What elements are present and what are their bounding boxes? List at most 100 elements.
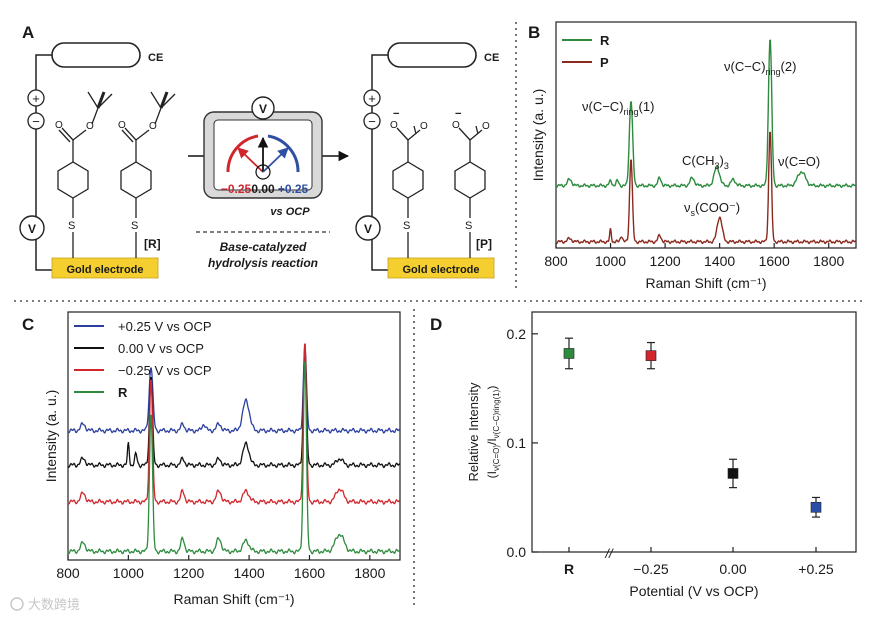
watermark-text: 大数跨境 (28, 597, 80, 612)
panel-c-xtick-label-1000: 1000 (113, 565, 144, 581)
panel-b-plot-frame (555, 21, 857, 249)
annot-ring2: ν(C−C)ring(2) (724, 59, 796, 77)
plus-sign-right: + (368, 91, 376, 106)
panel-b-xtick-label-1000: 1000 (595, 253, 626, 269)
panel-b: B 800 1000 1200 1400 1600 1800 Raman Shift (c… (528, 21, 857, 291)
panel-d-points-group (563, 337, 822, 518)
panel-b-xtick-label-1800: 1800 (813, 253, 844, 269)
panel-c-series-group (67, 343, 401, 555)
annot-co: ν(C=O) (778, 154, 820, 169)
molecule-ester-1 (57, 91, 113, 258)
reaction-label-line1: Base-catalyzed (220, 240, 307, 254)
meter-needle-red (237, 147, 264, 173)
panel-d-axis-break: // (604, 546, 614, 561)
counter-electrode-left (51, 42, 141, 68)
ce-label-left: CE (148, 52, 163, 64)
panel-d-ytick-label-1: 0.1 (507, 435, 527, 451)
panel-d-ylabel-line1: Relative Intensity (466, 382, 481, 481)
minus-terminal-left (27, 112, 45, 130)
panel-d-ylabel-group: Relative Intensity (Iν(C=O)/Iν(C−C)ring(… (466, 382, 501, 481)
annot-coo: νs(COO⁻) (684, 200, 740, 218)
panel-c-xtick-label-1200: 1200 (173, 565, 204, 581)
molecule-carboxylate-1 (392, 125, 424, 258)
minus-terminal-right (363, 112, 381, 130)
sulfur-label-2: S (131, 220, 138, 232)
wire-left (35, 54, 52, 271)
panel-d-xtick-label-1: −0.25 (633, 561, 669, 577)
ce-label-right: CE (484, 52, 499, 64)
oxygen-label-2a: O (118, 120, 126, 131)
meter-label-zero: 0.00 (251, 182, 275, 196)
panel-d-xtick-label-0: R (564, 561, 574, 577)
panel-c-legend-label-1: 0.00 V vs OCP (118, 341, 204, 356)
reactant-bracket-label: [R] (144, 237, 161, 251)
product-bracket-label: [P] (476, 237, 492, 251)
panel-d-point-1 (645, 350, 657, 361)
charge-label-4: − (455, 108, 461, 120)
panel-d-xtick-label-2: 0.00 (719, 561, 746, 577)
panel-c-legend: +0.25 V vs OCP 0.00 V vs OCP −0.25 V vs OC… (74, 319, 212, 400)
annot-ch3: C(CH3)3 (682, 153, 729, 171)
oxygen-label-4a: O (452, 120, 460, 131)
sulfur-label-3: S (403, 220, 410, 232)
oxygen-label-4b: O (482, 121, 490, 132)
panel-a: A CE + − V Gold electrode (19, 23, 499, 279)
watermark: 大数跨境 (10, 597, 80, 612)
voltmeter-icon-right (355, 215, 381, 241)
gold-electrode-label-right: Gold electrode (402, 264, 479, 276)
meter-vs-ocp: vs OCP (270, 206, 310, 218)
oxygen-label-3a: O (390, 120, 398, 131)
panel-d-ytick-label-2: 0.2 (507, 326, 527, 342)
molecule-carboxylate-2 (454, 125, 486, 258)
annot-ring1: ν(C−C)ring(1) (582, 99, 654, 117)
gold-electrode-label-left: Gold electrode (66, 264, 143, 276)
panel-c-xticks-group: 800 1000 1200 1400 1600 1800 (56, 555, 386, 581)
charge-label-3: − (393, 108, 399, 120)
minus-sign-left: − (32, 114, 40, 129)
meter-label-negative: −0.25 (221, 182, 252, 196)
panel-c-xlabel: Raman Shift (cm⁻¹) (174, 591, 295, 607)
panel-b-xtick-label-1600: 1600 (759, 253, 790, 269)
minus-sign-right: − (368, 114, 376, 129)
panel-b-xtick-label-1200: 1200 (650, 253, 681, 269)
plus-terminal-right (363, 89, 381, 107)
panel-c: C 800 1000 1200 1400 1600 1800 Raman Shift (c… (22, 311, 401, 607)
panel-c-letter: C (22, 315, 34, 334)
panel-c-series-1 (67, 348, 401, 469)
panel-d: D 0.0 0.1 0.2 R −0.25 0.00 +0.25 // Potential (… (430, 311, 857, 599)
panel-b-legend-label-p: P (600, 55, 609, 70)
sulfur-label-1: S (68, 220, 75, 232)
panel-b-letter: B (528, 23, 540, 42)
counter-electrode-right (387, 42, 477, 68)
panel-c-legend-label-3: R (118, 385, 128, 400)
panel-c-ylabel: Intensity (a. u.) (43, 390, 59, 483)
voltmeter-label-left: V (28, 222, 36, 236)
wire-right (371, 54, 388, 271)
circuit-left: CE + − V Gold electrode (19, 42, 176, 279)
panel-d-letter: D (430, 315, 442, 334)
meter-arc-blue (267, 134, 300, 173)
panel-c-xtick-label-1400: 1400 (234, 565, 265, 581)
oxygen-label-2b: O (149, 121, 157, 132)
panel-c-series-0 (67, 346, 401, 434)
gold-electrode-left (51, 257, 159, 279)
meter-label-positive: +0.25 (278, 182, 309, 196)
meter-top-label: V (259, 102, 267, 116)
panel-d-plot-frame (531, 311, 857, 553)
panel-c-plot-frame (67, 311, 401, 561)
panel-c-xtick-label-1600: 1600 (294, 565, 325, 581)
panel-d-point-3 (810, 501, 822, 513)
panel-d-xlabel: Potential (V vs OCP) (629, 583, 758, 599)
oxygen-label-1a: O (55, 120, 63, 131)
voltmeter-label-right: V (364, 222, 372, 236)
molecule-ester-2 (120, 91, 176, 258)
meter-arc-red (226, 134, 259, 173)
panel-c-series-2 (67, 343, 401, 506)
panel-b-legend-label-r: R (600, 33, 610, 48)
gold-electrode-right (387, 257, 495, 279)
plus-terminal-left (27, 89, 45, 107)
panel-d-ylabel-line2: (Iν(C=O)/Iν(C−C)ring(1)) (485, 386, 501, 479)
panel-d-axes-group: 0.0 0.1 0.2 R −0.25 0.00 +0.25 // (507, 326, 834, 577)
panel-c-xtick-label-1800: 1800 (354, 565, 385, 581)
panel-c-xtick-label-800: 800 (56, 565, 80, 581)
